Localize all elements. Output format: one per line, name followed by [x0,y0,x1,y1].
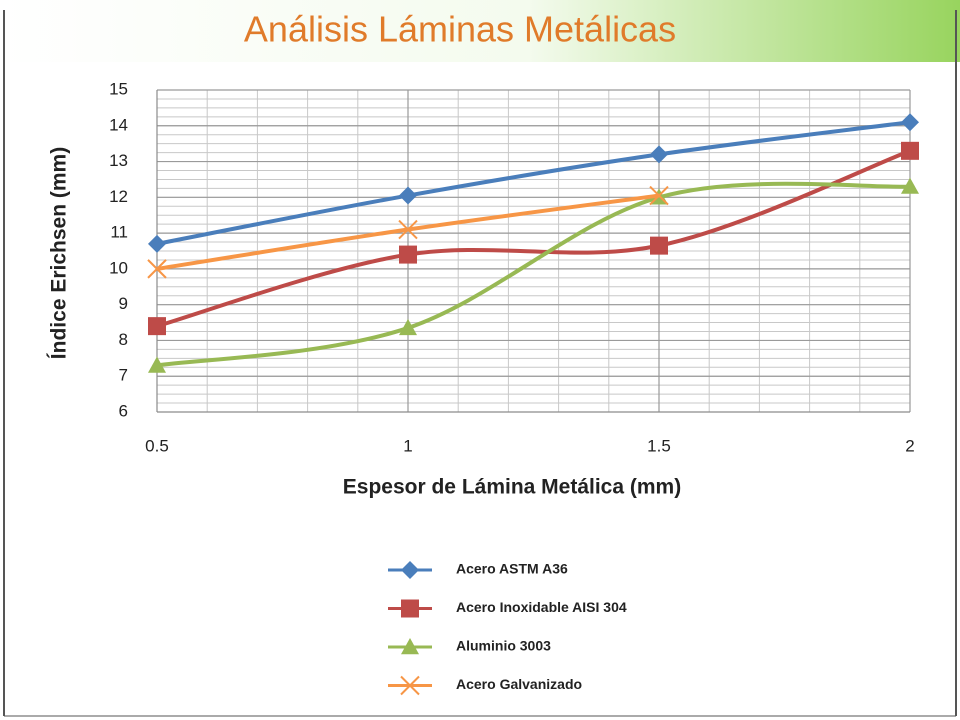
y-tick-label: 13 [109,151,128,170]
y-tick-label: 6 [119,401,128,420]
x-tick-label: 2 [905,436,914,455]
marker [650,145,668,164]
y-tick-label: 9 [119,294,128,313]
marker [147,259,167,279]
legend-marker [400,675,420,696]
marker [649,185,669,206]
legend-label: Aluminio 3003 [456,638,551,654]
marker [148,356,166,373]
chart-title: Análisis Láminas Metálicas [244,9,676,50]
legend-label: Acero Inoxidable AISI 304 [456,599,627,615]
x-tick-label: 1 [403,436,412,455]
header-band [0,0,960,62]
legend-marker [401,599,419,618]
x-tick-label: 0.5 [145,436,169,455]
plot [147,113,919,373]
marker [901,141,919,160]
series-line [156,120,911,246]
y-tick-label: 10 [109,258,128,277]
series-line [156,148,911,329]
y-tick-label: 14 [109,115,128,134]
marker [148,317,166,336]
y-axis-label: Índice Erichsen (mm) [48,147,71,359]
series-line [156,181,911,368]
legend-label: Acero ASTM A36 [456,561,568,577]
legend-marker [401,561,419,579]
y-tick-label: 7 [119,366,128,385]
marker [399,186,417,205]
y-tick-label: 12 [109,187,128,206]
y-tick-label: 15 [109,79,128,98]
marker [399,318,417,336]
legend-label: Acero Galvanizado [456,676,582,692]
marker [399,245,417,264]
legend-marker [401,638,419,655]
marker [148,234,166,253]
x-axis-label: Espesor de Lámina Metálica (mm) [343,476,681,499]
marker [398,219,418,240]
y-tick-label: 8 [119,330,128,349]
y-tick-label: 11 [110,223,128,242]
marker [650,236,668,255]
marker [901,113,919,132]
x-tick-label: 1.5 [647,436,671,455]
marker [901,177,919,194]
